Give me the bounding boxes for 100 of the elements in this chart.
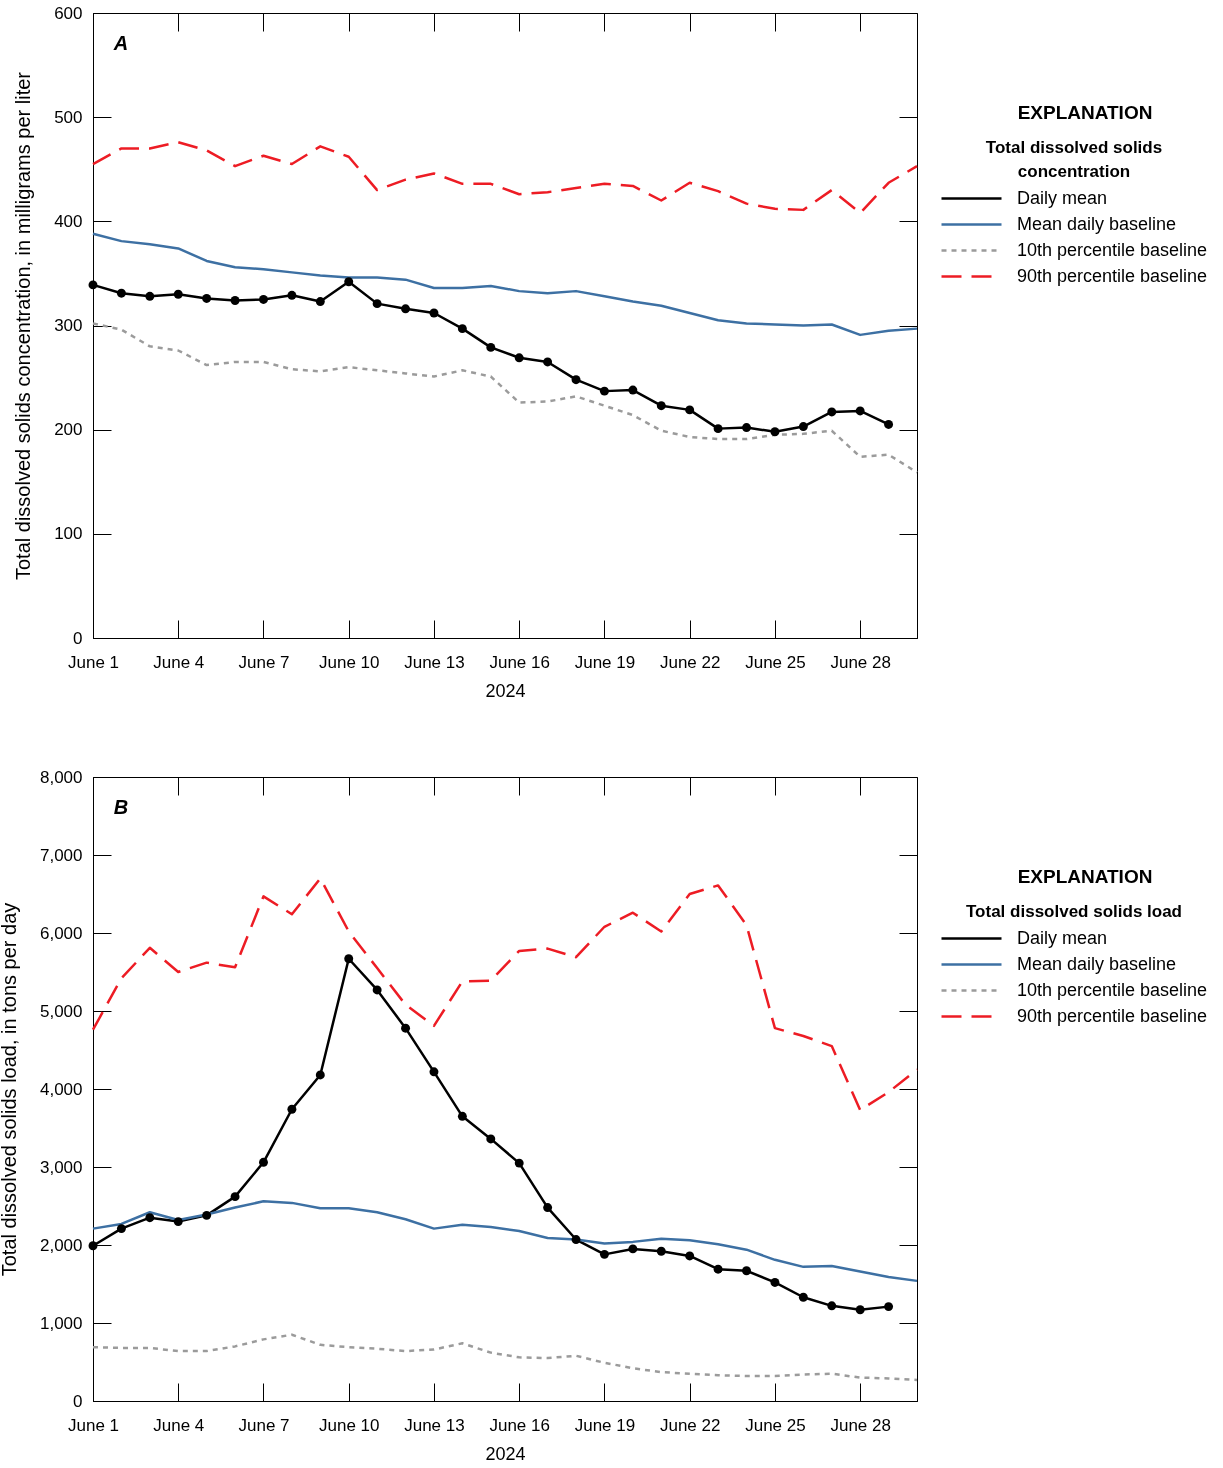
x-tick-label: June 25 — [745, 652, 806, 672]
point — [401, 1023, 411, 1033]
point — [88, 280, 98, 290]
point — [116, 288, 126, 298]
legend-title: Total dissolved solids load — [965, 902, 1183, 921]
point — [287, 290, 297, 300]
point — [770, 1277, 780, 1287]
point — [571, 375, 581, 385]
x-tick-label: June 7 — [238, 1415, 290, 1435]
text: EXPLANATION — [1017, 102, 1153, 123]
point — [742, 1266, 751, 1276]
point — [315, 1070, 325, 1080]
text: A — [112, 32, 129, 54]
point — [827, 407, 837, 417]
point — [855, 1305, 865, 1315]
point — [685, 1251, 695, 1261]
y-tick-label: 300 — [54, 316, 83, 335]
point — [685, 405, 695, 415]
point — [884, 420, 894, 429]
point — [827, 1301, 837, 1311]
point — [514, 1158, 524, 1168]
line-series — [91, 322, 919, 474]
legend-label: Daily mean — [1017, 187, 1108, 208]
point — [457, 1111, 467, 1121]
point — [372, 299, 382, 309]
x-tick-label: June 1 — [67, 1415, 120, 1435]
x-tick-label: June 22 — [659, 1415, 721, 1435]
x-tick-label: June 19 — [574, 652, 636, 672]
x-tick-label: June 13 — [404, 652, 465, 672]
x-tick-label: June 16 — [489, 652, 550, 672]
y-axis-title: Total dissolved solids concentration, in milligrams per liter — [12, 71, 35, 580]
x-tick-label: June 10 — [318, 652, 380, 672]
y-tick-label: 8,000 — [39, 767, 83, 787]
point — [344, 277, 354, 287]
x-tick-label: June 16 — [489, 1415, 550, 1435]
point — [173, 1217, 183, 1227]
point — [798, 422, 808, 431]
text: B — [113, 796, 129, 818]
point — [145, 291, 155, 301]
x-tick-label: June 28 — [830, 1415, 891, 1435]
point — [230, 296, 240, 305]
legend-label: 90th percentile baseline — [1017, 1005, 1208, 1026]
text: EXPLANATION — [1017, 866, 1153, 887]
point — [145, 1213, 155, 1223]
point — [88, 1241, 98, 1251]
point — [315, 297, 325, 306]
y-tick-label: 500 — [54, 107, 83, 127]
line-series — [91, 1333, 919, 1382]
point — [287, 1104, 297, 1114]
x-tick-label: June 19 — [574, 1415, 636, 1435]
x-tick-label: June 4 — [153, 652, 205, 672]
y-tick-label: 2,000 — [39, 1235, 83, 1255]
point — [486, 1134, 496, 1144]
legend-label: Daily mean — [1017, 927, 1108, 948]
x-tick-label: June 1 — [67, 652, 120, 672]
y-tick-label: 6,000 — [39, 923, 83, 943]
point — [372, 985, 382, 995]
point — [713, 1264, 723, 1274]
x-axis-title: 2024 — [485, 680, 526, 701]
point — [486, 342, 496, 352]
point — [884, 1302, 894, 1312]
point — [259, 295, 268, 304]
point — [571, 1235, 581, 1244]
y-tick-label: 5,000 — [39, 1001, 83, 1021]
y-tick-label: 1,000 — [39, 1313, 83, 1333]
point — [401, 304, 411, 314]
point — [770, 427, 780, 437]
point — [656, 1246, 666, 1256]
point — [202, 293, 212, 303]
point — [457, 324, 467, 334]
legend-label: Mean daily baseline — [1017, 953, 1177, 974]
line-series — [91, 1200, 919, 1283]
line-series — [91, 232, 919, 337]
x-axis-title: 2024 — [485, 1443, 526, 1464]
y-axis-title: Total dissolved solids load, in tons per day — [0, 902, 20, 1277]
y-tick-label: 600 — [54, 3, 83, 23]
point — [599, 386, 609, 396]
legend-label: 90th percentile baseline — [1017, 265, 1208, 286]
point — [713, 424, 723, 434]
y-tick-label: 0 — [73, 628, 83, 648]
point — [628, 1244, 638, 1254]
legend-label: 10th percentile baseline — [1017, 979, 1208, 1000]
x-tick-label: June 7 — [238, 652, 290, 672]
point — [429, 308, 439, 318]
point — [628, 385, 638, 395]
x-tick-label: June 13 — [404, 1415, 465, 1435]
y-tick-label: 3,000 — [39, 1157, 83, 1177]
y-tick-label: 4,000 — [39, 1079, 83, 1099]
line-series — [91, 877, 919, 1112]
point — [656, 401, 666, 411]
point — [116, 1224, 126, 1234]
point — [742, 423, 751, 433]
point — [543, 1203, 553, 1213]
x-tick-label: June 4 — [153, 1415, 205, 1435]
y-tick-label: 7,000 — [39, 845, 83, 865]
point — [429, 1067, 439, 1077]
point — [173, 289, 183, 299]
x-tick-label: June 10 — [318, 1415, 380, 1435]
y-tick-label: 100 — [54, 524, 83, 544]
legend-title: Total dissolved solids concentration — [985, 138, 1163, 181]
